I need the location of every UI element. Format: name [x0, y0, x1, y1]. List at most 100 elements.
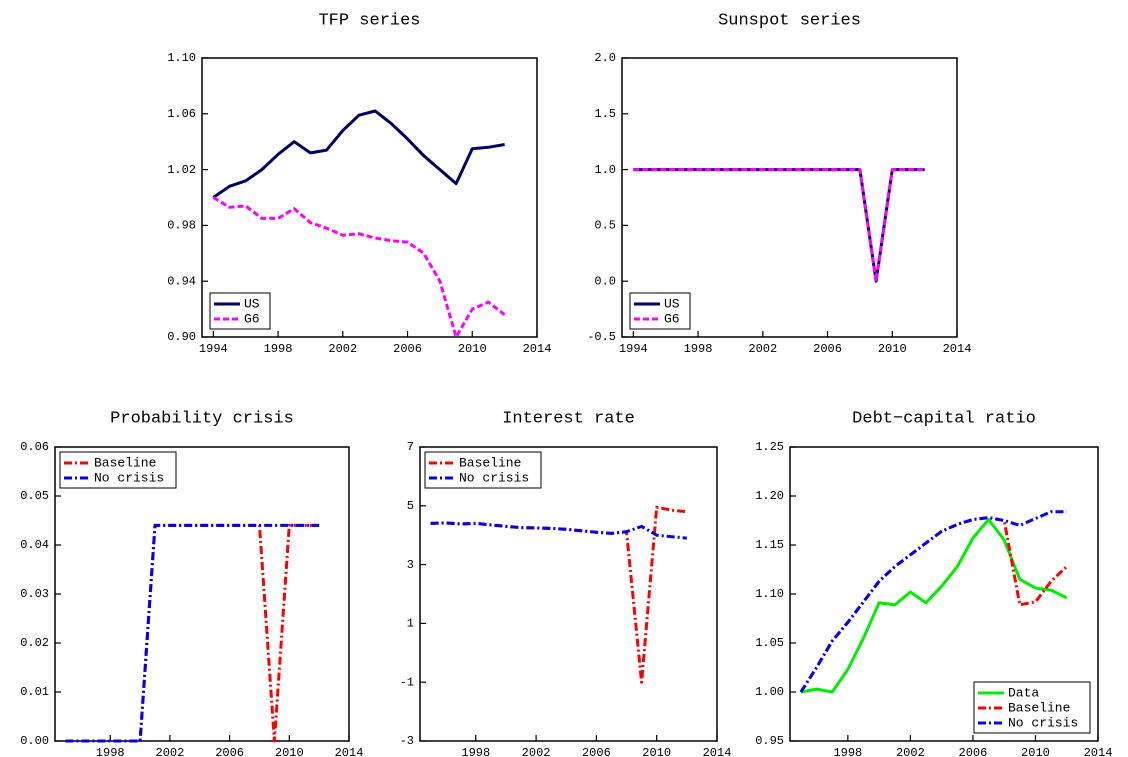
- y-tick-label: 5: [407, 499, 414, 513]
- chart-title: Sunspot series: [718, 11, 861, 30]
- x-tick-label: 2014: [1084, 746, 1113, 757]
- x-tick-label: 2002: [156, 746, 185, 757]
- x-tick-label: 1998: [96, 746, 125, 757]
- y-tick-label: 1.05: [755, 636, 784, 650]
- y-tick-label: 0.06: [20, 440, 49, 454]
- y-tick-label: -0.5: [587, 330, 616, 344]
- legend-label: No crisis: [1008, 715, 1078, 730]
- y-tick-label: 0.01: [20, 685, 49, 699]
- chart-title: Debt−capital ratio: [852, 409, 1036, 428]
- plot-frame: [621, 57, 958, 338]
- y-tick-label: 1.00: [755, 685, 784, 699]
- plot-frame: [419, 446, 718, 742]
- x-tick-label: 2002: [896, 746, 925, 757]
- y-tick-label: 3: [407, 558, 414, 572]
- series-line: [430, 521, 687, 540]
- y-tick-label: 0.98: [167, 219, 196, 233]
- series-line: [800, 518, 1068, 694]
- legend-box: [59, 451, 177, 489]
- x-tick-label: 1994: [199, 342, 228, 356]
- x-tick-label: 2002: [328, 342, 357, 356]
- x-tick-label: 2010: [642, 746, 671, 757]
- legend-label: Baseline: [94, 455, 156, 470]
- legend-box: [973, 681, 1091, 734]
- x-tick-label: 2010: [878, 342, 907, 356]
- series-line: [65, 523, 320, 743]
- x-tick-label: 1998: [461, 746, 490, 757]
- chart: TFP series 0.90 0.94 0.98 1.02 1.06 1.10 1994 19…: [167, 11, 551, 356]
- y-tick-label: 1.5: [594, 107, 616, 121]
- y-tick-label: 1.25: [755, 440, 784, 454]
- y-tick-label: 1.0: [594, 163, 616, 177]
- x-tick-label: 2006: [813, 342, 842, 356]
- chart-title: Probability crisis: [110, 409, 294, 428]
- x-tick-label: 2014: [943, 342, 972, 356]
- series-line: [212, 196, 506, 339]
- y-tick-label: 1.06: [167, 107, 196, 121]
- chart-title: TFP series: [318, 11, 420, 30]
- x-tick-label: 1998: [684, 342, 713, 356]
- legend-label: Data: [1008, 685, 1039, 700]
- series-line: [212, 109, 505, 199]
- y-tick-label: 1.20: [755, 489, 784, 503]
- y-tick-label: 0.90: [167, 330, 196, 344]
- y-tick-label: 0.00: [20, 734, 49, 748]
- series-line: [633, 168, 925, 283]
- chart: Debt−capital ratio 0.95 1.00 1.05 1.10 1.15 1.…: [755, 409, 1112, 757]
- legend-label: US: [664, 296, 680, 311]
- x-tick-label: 1998: [833, 746, 862, 757]
- chart: Probability crisis 0.00 0.01 0.02 0.03 0.04 0.…: [20, 409, 363, 757]
- y-tick-label: 0.04: [20, 538, 49, 552]
- y-tick-label: 0.03: [20, 587, 49, 601]
- x-tick-label: 2014: [703, 746, 732, 757]
- y-tick-label: 1.15: [755, 538, 784, 552]
- x-tick-label: 2014: [523, 342, 552, 356]
- legend-box: [209, 292, 271, 330]
- chart-title: Interest rate: [502, 409, 635, 428]
- x-tick-label: 2010: [458, 342, 487, 356]
- series-line: [799, 510, 1067, 693]
- legend-label: Baseline: [459, 455, 521, 470]
- series-line: [799, 516, 1068, 693]
- x-tick-label: 2006: [393, 342, 422, 356]
- y-tick-label: 0.95: [755, 734, 784, 748]
- x-tick-label: 2006: [959, 746, 988, 757]
- y-tick-label: 1.10: [755, 587, 784, 601]
- plot-frame: [54, 446, 350, 742]
- legend-label: G6: [664, 311, 680, 326]
- x-tick-label: 2010: [275, 746, 304, 757]
- chart: Sunspot series -0.5 0.0 0.5 1.0 1.5 2.0 1994 199…: [587, 11, 971, 356]
- y-tick-label: -3: [400, 734, 414, 748]
- series-line: [430, 505, 687, 684]
- y-tick-label: 0.0: [594, 274, 616, 288]
- legend-label: G6: [244, 311, 260, 326]
- y-tick-label: 7: [407, 440, 414, 454]
- legend-box: [424, 451, 542, 489]
- x-tick-label: 2010: [1021, 746, 1050, 757]
- legend-box: [629, 292, 691, 330]
- y-tick-label: 1.10: [167, 51, 196, 65]
- x-tick-label: 1994: [619, 342, 648, 356]
- y-tick-label: 1.02: [167, 163, 196, 177]
- x-tick-label: 2006: [215, 746, 244, 757]
- y-tick-label: 1: [407, 617, 414, 631]
- y-tick-label: 0.5: [594, 219, 616, 233]
- legend-label: No crisis: [94, 470, 164, 485]
- legend-label: US: [244, 296, 260, 311]
- legend-label: No crisis: [459, 470, 529, 485]
- x-tick-label: 1998: [264, 342, 293, 356]
- y-tick-label: 0.94: [167, 274, 196, 288]
- y-tick-label: 0.02: [20, 636, 49, 650]
- series-line: [65, 523, 320, 743]
- x-tick-label: 2014: [335, 746, 364, 757]
- plot-frame: [201, 57, 538, 338]
- y-tick-label: -1: [400, 675, 414, 689]
- y-tick-label: 0.05: [20, 489, 49, 503]
- x-tick-label: 2002: [748, 342, 777, 356]
